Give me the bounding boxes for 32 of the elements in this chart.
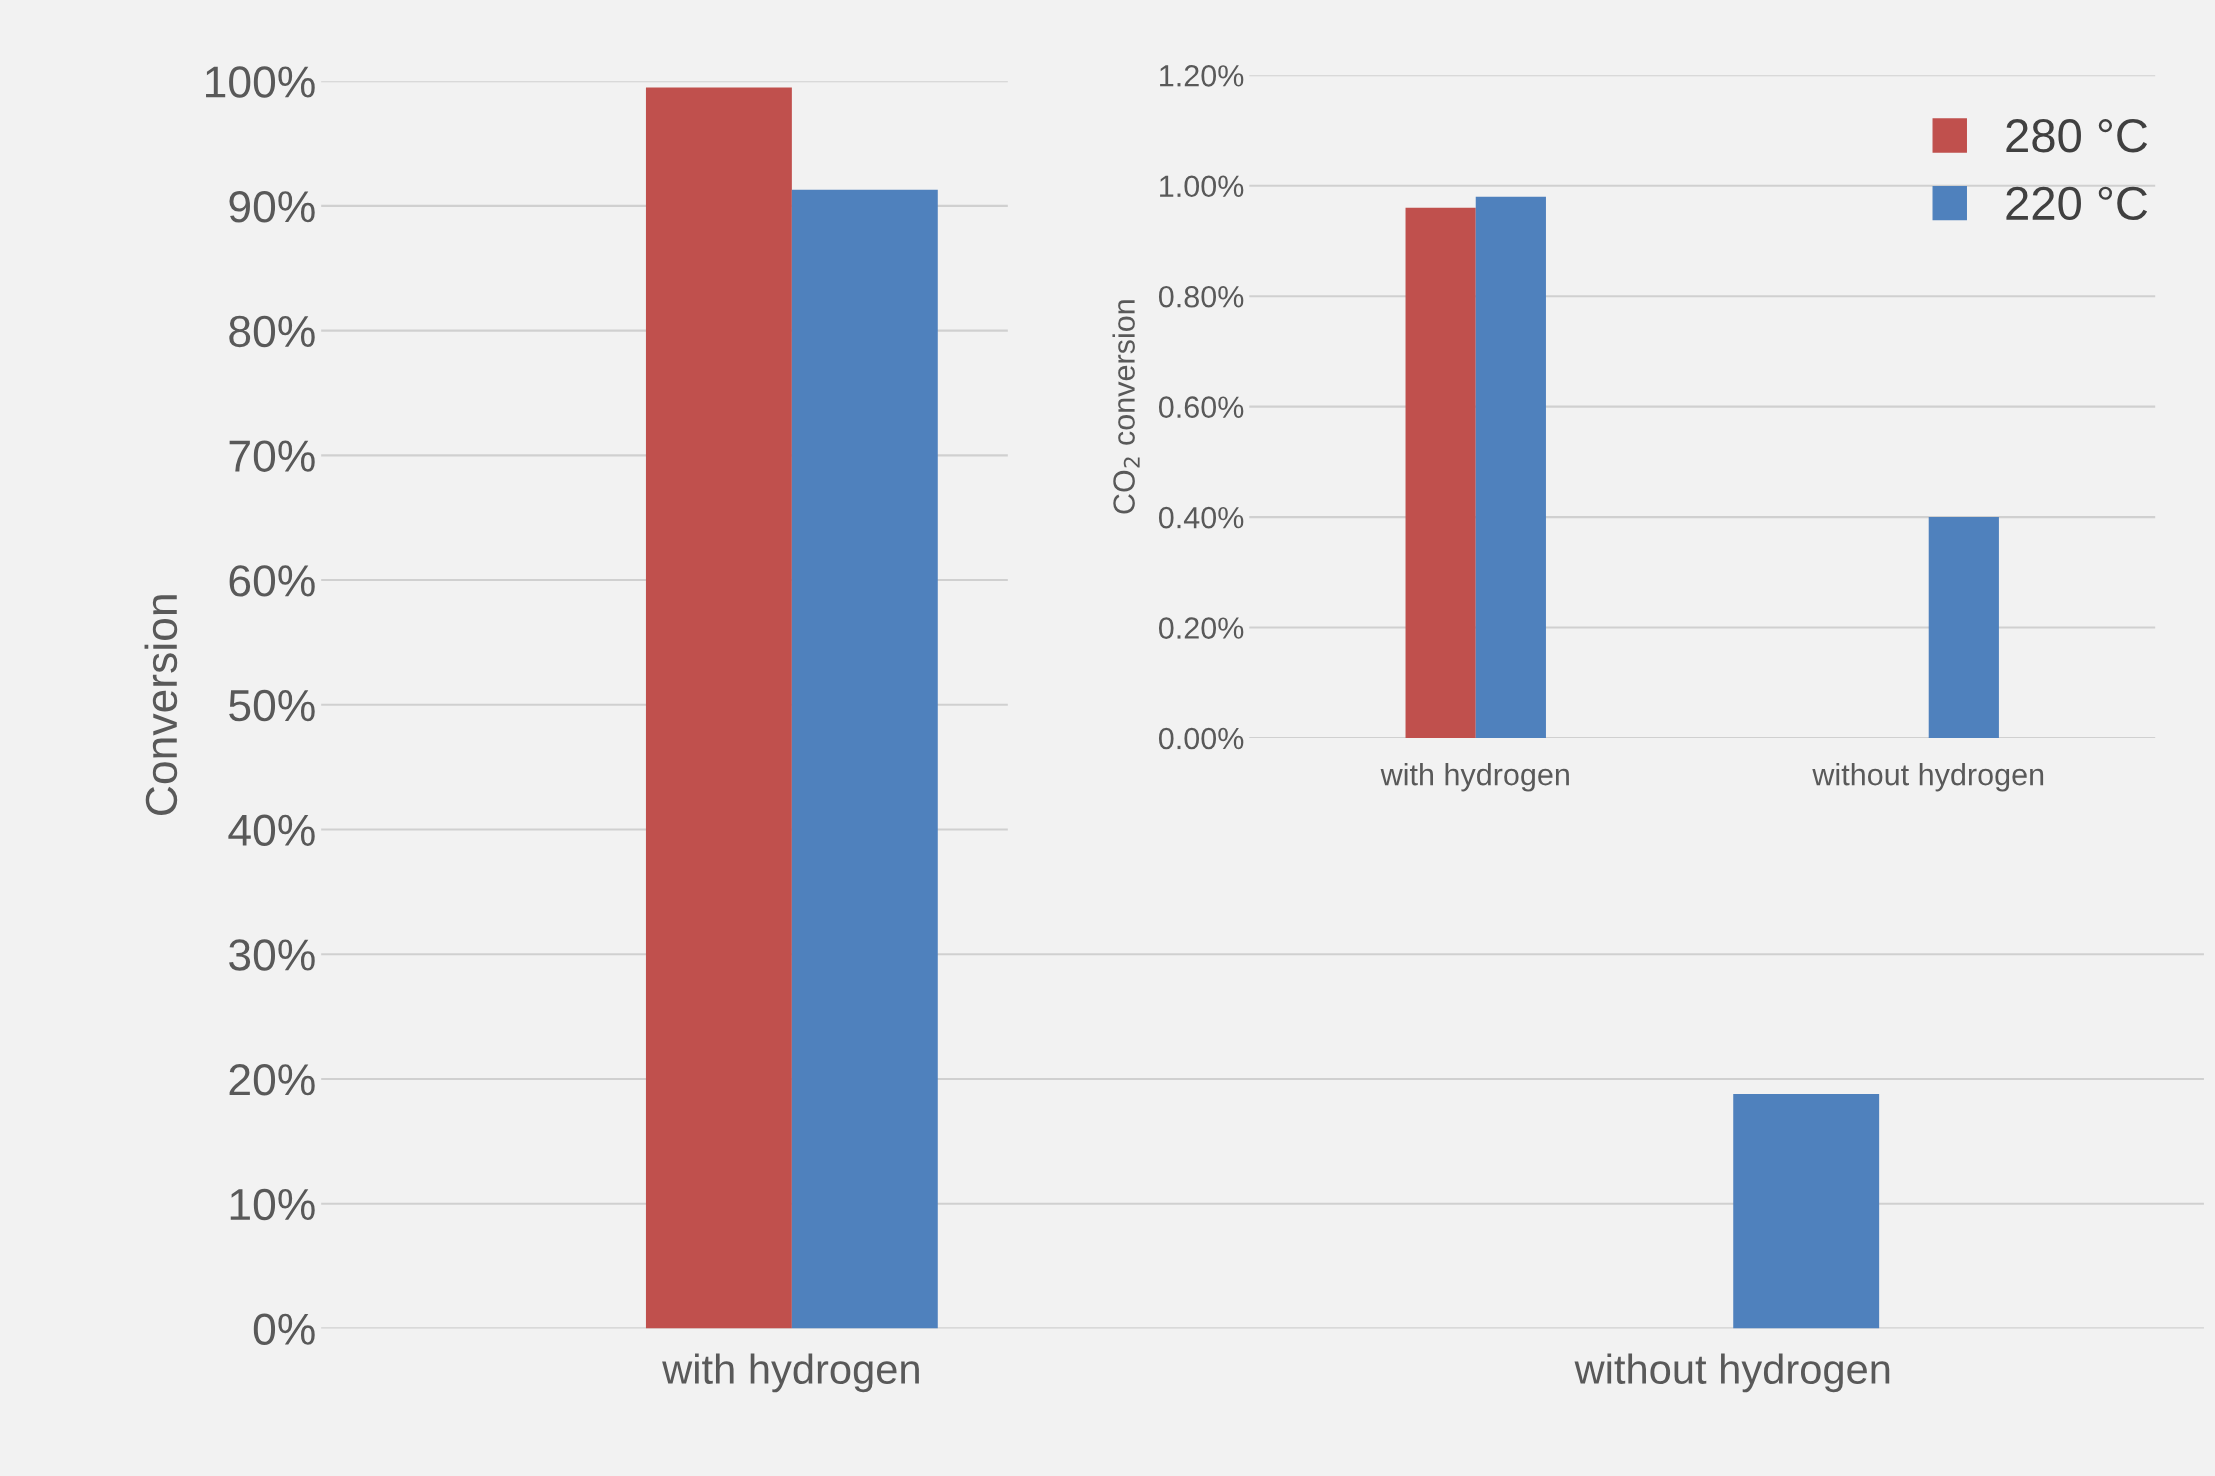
- y-tick-label: 70%: [229, 440, 315, 472]
- y-tick-label: 0.00%: [1158, 727, 1244, 750]
- y-tick-label: 10%: [230, 1188, 315, 1221]
- x-tick-label: without hydrogen: [1812, 763, 2044, 792]
- y-tick-label: 0.60%: [1158, 396, 1244, 419]
- y-axis-title: Conversion: [144, 595, 178, 815]
- bar: [1405, 207, 1476, 738]
- y-axis-title: CO$_{2}$ conversion: [1112, 300, 1140, 514]
- y-tick-label: 80%: [229, 315, 315, 348]
- y-tick-label: 20%: [229, 1064, 315, 1096]
- y-tick-label: 90%: [229, 190, 315, 223]
- bar: [791, 189, 938, 1329]
- y-tick-label: 1.00%: [1160, 175, 1244, 198]
- x-tick-label: with hydrogen: [662, 1353, 919, 1393]
- y-tick-label: 60%: [229, 565, 315, 597]
- bar: [1928, 517, 1999, 738]
- y-tick-label: 40%: [228, 814, 315, 847]
- y-tick-label: 1.20%: [1160, 65, 1244, 87]
- x-tick-label: without hydrogen: [1574, 1353, 1890, 1393]
- y-tick-label: 50%: [229, 689, 315, 722]
- y-tick-label: 30%: [229, 939, 315, 971]
- legend-label: 220 °C: [2006, 186, 2148, 221]
- y-tick-label: 0.40%: [1158, 506, 1244, 529]
- bar: [645, 87, 792, 1329]
- legend-label: 280 °C: [2006, 119, 2148, 153]
- x-tick-label: with hydrogen: [1380, 763, 1569, 792]
- y-tick-label: 0.80%: [1158, 285, 1244, 308]
- bar: [1733, 1093, 1880, 1329]
- y-tick-label: 100%: [206, 66, 315, 98]
- y-tick-label: 0.20%: [1158, 617, 1244, 639]
- bar: [1475, 196, 1546, 738]
- y-tick-label: 0%: [253, 1313, 315, 1345]
